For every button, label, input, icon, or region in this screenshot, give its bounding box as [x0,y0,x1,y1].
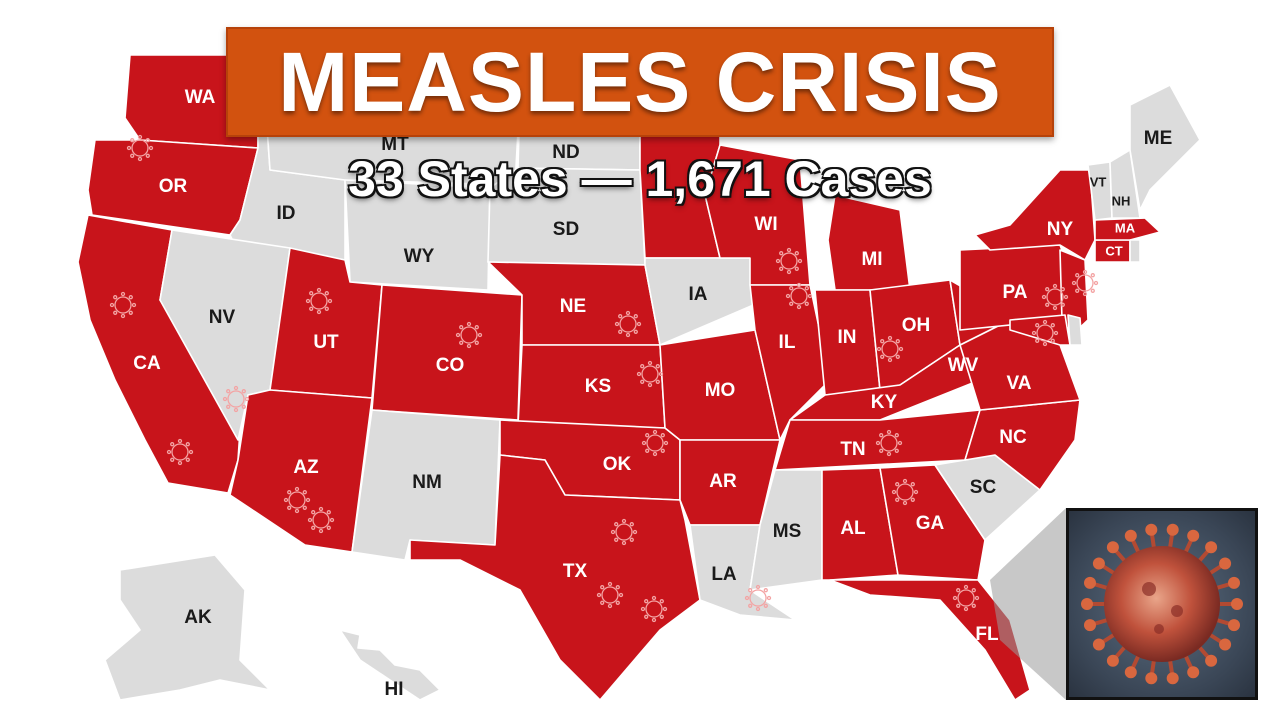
state-label-ks: KS [585,376,611,397]
virus-marker-icon [876,335,904,363]
state-hi [339,629,441,701]
state-ak [104,554,271,701]
virus-marker-icon [596,581,624,609]
virus-marker-icon [1071,269,1099,297]
title-banner: MEASLES CRISIS [226,27,1054,137]
state-mi [827,194,911,291]
measles-virus-icon [1081,523,1243,685]
state-wy [344,179,491,291]
state-ga [879,464,986,581]
virus-marker-icon [283,486,311,514]
virus-marker-icon [875,429,903,457]
state-label-nm: NM [412,472,442,493]
state-label-mt: MT [381,134,409,155]
state-label-az: AZ [293,457,319,478]
state-label-ga: GA [916,513,945,534]
state-md [1009,314,1071,346]
state-label-ct: CT [1105,243,1122,258]
state-label-ne: NE [560,296,586,317]
state-label-ak: AK [184,607,212,628]
state-label-nh: NH [1112,193,1131,208]
virus-marker-icon [636,360,664,388]
state-label-nd: ND [552,142,579,163]
state-tx [409,454,701,701]
state-label-il: IL [779,332,796,353]
state-fl [829,579,1031,701]
state-label-hi: HI [385,679,404,700]
state-label-me: ME [1144,128,1173,149]
virus-marker-icon [109,291,137,319]
virus-marker-icon [640,595,668,623]
virus-marker-icon [610,518,638,546]
virus-marker-icon [455,321,483,349]
state-labels: WA OR CA ID NV MT WY UT AZ CO NM ND SD NE KS OK TX IA MO AR… [133,87,1172,700]
state-label-or: OR [159,176,188,197]
map-subtitle: 33 States — 1,671 Cases [348,151,932,207]
state-me [1129,84,1201,211]
virus-inset-image [1066,508,1258,700]
state-label-ms: MS [773,521,802,542]
virus-marker-icon [641,429,669,457]
virus-marker-icon [222,385,250,413]
state-label-ca: CA [133,353,161,374]
virus-marker-icon [891,478,919,506]
state-label-oh: OH [902,315,931,336]
virus-marker-icon [775,247,803,275]
state-label-ia: IA [689,284,708,305]
state-label-wi: WI [754,214,777,235]
virus-marker-icon [307,506,335,534]
virus-markers [109,134,1099,623]
map-title: MEASLES CRISIS [278,34,1002,129]
virus-marker-icon [614,310,642,338]
state-label-sc: SC [970,477,997,498]
state-label-sd: SD [553,219,579,240]
state-de [1067,314,1083,346]
state-label-ma: MA [1115,220,1136,235]
virus-marker-icon [1041,283,1069,311]
state-label-ok: OK [603,454,632,475]
state-label-mo: MO [705,380,736,401]
state-ri [1129,239,1141,263]
state-label-ny: NY [1047,219,1074,240]
virus-marker-icon [785,282,813,310]
state-label-vt: VT [1090,174,1107,189]
state-label-nv: NV [209,307,236,328]
state-al [821,467,899,581]
state-label-co: CO [436,355,465,376]
state-label-la: LA [711,564,737,585]
state-az [229,389,373,553]
state-label-fl: FL [975,624,999,645]
state-label-wa: WA [185,87,216,108]
state-wi [704,144,811,286]
state-label-wv: WV [948,355,979,376]
state-label-ky: KY [871,392,898,413]
inset-callout [990,508,1066,700]
virus-marker-icon [1031,319,1059,347]
state-label-tx: TX [563,561,588,582]
state-label-al: AL [840,518,866,539]
virus-marker-icon [305,287,333,315]
virus-marker-icon [952,584,980,612]
state-label-ar: AR [709,471,737,492]
state-co [371,284,523,421]
state-label-va: VA [1007,373,1032,394]
state-label-in: IN [838,327,857,348]
virus-marker-icon [166,438,194,466]
state-label-ut: UT [313,332,339,353]
state-ms [749,469,823,591]
state-label-id: ID [277,203,296,224]
state-label-mi: MI [861,249,882,270]
virus-marker-icon [126,134,154,162]
state-label-wy: WY [404,246,435,267]
state-label-nc: NC [999,427,1027,448]
state-label-pa: PA [1003,282,1028,303]
state-label-tn: TN [840,439,865,460]
virus-marker-icon [744,584,772,612]
